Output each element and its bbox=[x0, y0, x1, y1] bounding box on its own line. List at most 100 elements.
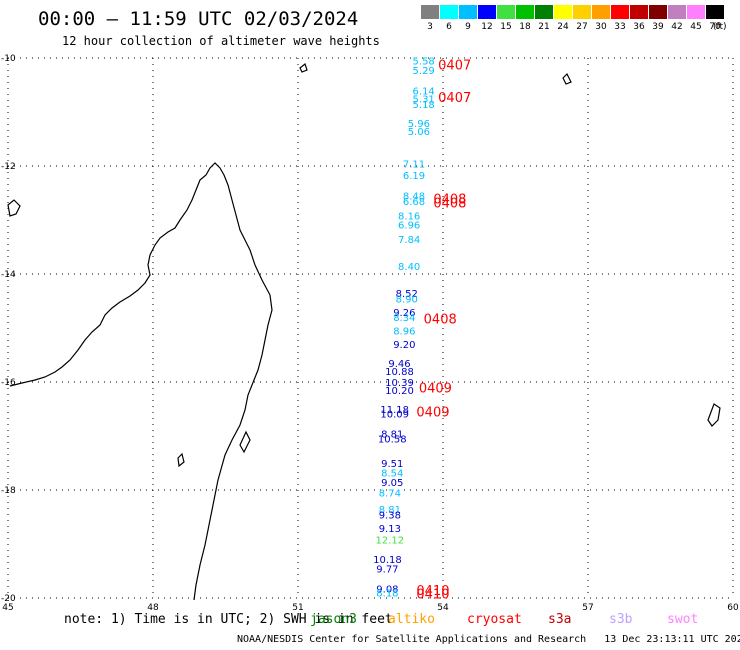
time-tag: 0407 bbox=[438, 91, 471, 106]
wave-height-value: 10.18 bbox=[373, 555, 402, 566]
wave-height-value: 8.90 bbox=[396, 294, 418, 305]
lat-tick-label: -20 bbox=[1, 594, 16, 604]
observation-labels: 5.585.29 6.145.315.18 5.965.06 7.116.19 8.48… bbox=[373, 57, 471, 603]
lat-tick-label: -12 bbox=[1, 162, 16, 172]
legend-swatch bbox=[535, 5, 553, 19]
wave-height-value: 5.18 bbox=[413, 100, 435, 111]
time-tag: 0409 bbox=[416, 406, 449, 421]
lat-tick-label: -16 bbox=[1, 378, 16, 388]
wave-height-value: 10.58 bbox=[378, 435, 407, 446]
legend-label: 36 bbox=[633, 22, 645, 32]
legend-swatch bbox=[573, 5, 591, 19]
legend-swatch bbox=[592, 5, 610, 19]
legend-swatch bbox=[421, 5, 439, 19]
legend-label: 39 bbox=[652, 22, 664, 32]
wave-height-value: 6.68 bbox=[403, 197, 425, 208]
time-tag: 0408 bbox=[424, 312, 457, 327]
lat-tick-label: -18 bbox=[1, 486, 16, 496]
satellite-label: swot bbox=[667, 612, 699, 627]
legend-label: 24 bbox=[557, 22, 569, 32]
madagascar-coast bbox=[9, 162, 273, 601]
lon-tick-label: 60 bbox=[727, 603, 739, 613]
wave-height-value: 6.96 bbox=[398, 220, 420, 231]
wave-height-value: 6.14 bbox=[413, 86, 435, 97]
legend-swatch bbox=[706, 5, 724, 19]
legend-swatch bbox=[497, 5, 515, 19]
wave-height-value: 6.19 bbox=[403, 171, 425, 182]
map-title: 00:00 — 11:59 UTC 02/03/2024 bbox=[38, 8, 359, 30]
wave-height-value: 9.51 bbox=[381, 459, 403, 470]
legend-swatch bbox=[440, 5, 458, 19]
time-tag: 0410 bbox=[416, 588, 449, 603]
wave-height-value: 8.74 bbox=[379, 489, 401, 500]
wave-height-value: 10.39 bbox=[385, 378, 414, 389]
wave-height-value: 5.58 bbox=[413, 57, 435, 68]
wave-height-value: 10.20 bbox=[385, 386, 414, 397]
wave-height-value: 10.09 bbox=[380, 409, 409, 420]
legend-swatch bbox=[554, 5, 572, 19]
axis-tick-labels: 45 48 51 54 57 60 -10 -12 -14 -16 -18 -20 bbox=[1, 54, 739, 613]
wave-height-value: 9.13 bbox=[379, 524, 401, 535]
legend-unit: (ft) bbox=[713, 22, 727, 32]
lat-tick-label: -10 bbox=[1, 54, 16, 64]
wave-height-value: 8.81 bbox=[381, 429, 403, 440]
wave-height-value: 10.88 bbox=[385, 367, 414, 378]
wave-height-value: 8.81 bbox=[379, 505, 401, 516]
wave-height-value: 9.46 bbox=[388, 359, 410, 370]
lon-tick-label: 45 bbox=[2, 603, 13, 613]
tromelin-island bbox=[562, 72, 572, 85]
wave-height-value: 7.84 bbox=[398, 235, 420, 246]
legend-label: 6 bbox=[446, 22, 452, 32]
lon-tick-label: 51 bbox=[292, 603, 303, 613]
wave-height-value: 8.48 bbox=[403, 192, 425, 203]
wave-height-value: 8.54 bbox=[381, 469, 403, 480]
legend-swatch bbox=[516, 5, 534, 19]
legend-swatch bbox=[611, 5, 629, 19]
wave-height-value: 9.77 bbox=[376, 564, 398, 575]
wave-height-value: 8.34 bbox=[393, 313, 415, 324]
wave-height-value: 11.18 bbox=[380, 405, 409, 416]
wave-height-value: 8.18 bbox=[376, 589, 398, 600]
wave-height-value: 8.40 bbox=[398, 262, 420, 273]
legend-label: 12 bbox=[481, 22, 493, 32]
wave-height-value: 8.16 bbox=[398, 212, 420, 223]
legend-label: 18 bbox=[519, 22, 531, 32]
islet-2 bbox=[177, 452, 185, 468]
legend-swatch bbox=[478, 5, 496, 19]
coastline bbox=[7, 62, 721, 601]
legend-label: 70 bbox=[709, 22, 721, 32]
wave-height-value: 9.08 bbox=[376, 584, 398, 595]
satellite-label: altiko bbox=[388, 612, 435, 627]
time-tag: 0410 bbox=[416, 584, 449, 599]
legend-swatch bbox=[630, 5, 648, 19]
satellite-label: s3a bbox=[548, 612, 572, 627]
nosy-be bbox=[7, 199, 21, 217]
wave-height-value: 7.11 bbox=[403, 159, 425, 170]
legend-swatch bbox=[649, 5, 667, 19]
satellite-label: cryosat bbox=[467, 612, 522, 627]
wave-height-value: 5.29 bbox=[413, 66, 435, 77]
lon-tick-label: 54 bbox=[437, 603, 449, 613]
legend-swatch bbox=[687, 5, 705, 19]
wave-height-value: 8.52 bbox=[396, 289, 418, 300]
ile-sainte-marie bbox=[239, 430, 251, 454]
legend-label: 30 bbox=[595, 22, 607, 32]
legend-label: 15 bbox=[500, 22, 512, 32]
wave-height-value: 5.31 bbox=[413, 95, 435, 106]
lon-tick-label: 48 bbox=[147, 603, 159, 613]
legend-label: 42 bbox=[671, 22, 683, 32]
satellite-label: s3b bbox=[609, 612, 633, 627]
small-island-1 bbox=[299, 62, 308, 73]
legend-label: 3 bbox=[427, 22, 433, 32]
time-tag: 0408 bbox=[433, 197, 466, 212]
lat-lon-grid bbox=[7, 57, 734, 599]
credit-line: NOAA/NESDIS Center for Satellite Applica… bbox=[237, 634, 740, 645]
wave-height-value: 9.38 bbox=[379, 510, 401, 521]
lat-tick-label: -14 bbox=[1, 270, 16, 280]
mauritius-coast bbox=[707, 403, 721, 427]
time-tag: 0407 bbox=[438, 58, 471, 73]
legend-swatch bbox=[459, 5, 477, 19]
wave-height-value: 9.20 bbox=[393, 340, 415, 351]
wave-height-value: 9.05 bbox=[381, 478, 403, 489]
